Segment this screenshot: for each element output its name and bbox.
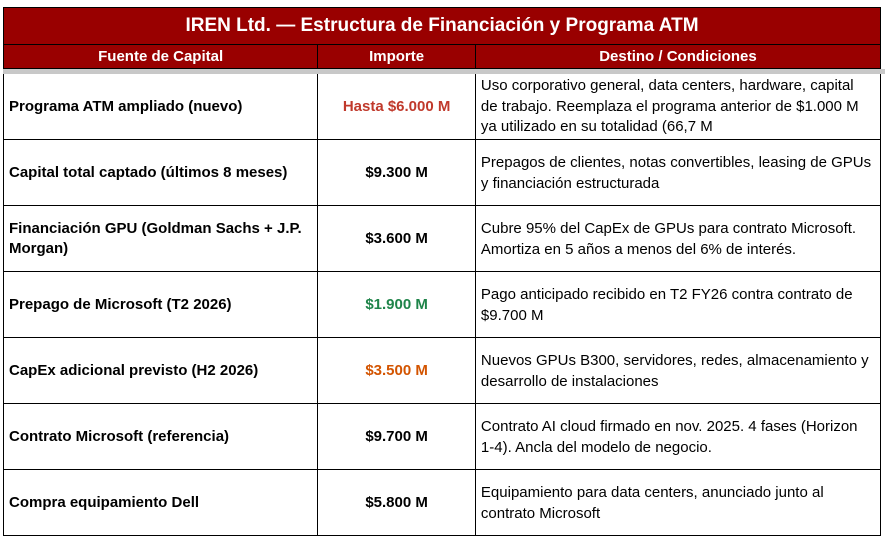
amount-cell: $5.800 M: [318, 470, 476, 535]
source-cell: Programa ATM ampliado (nuevo): [4, 74, 319, 139]
amount-cell: $9.300 M: [318, 140, 476, 205]
source-cell: Contrato Microsoft (referencia): [4, 404, 319, 469]
column-header-source: Fuente de Capital: [4, 45, 319, 68]
table-row: Compra equipamiento Dell $5.800 M Equipa…: [3, 470, 881, 536]
destination-cell: Nuevos GPUs B300, servidores, redes, alm…: [480, 352, 869, 390]
amount-cell: $1.900 M: [318, 272, 476, 337]
column-header-row: Fuente de Capital Importe Destino / Cond…: [3, 44, 881, 69]
table-row: Programa ATM ampliado (nuevo) Hasta $6.0…: [3, 74, 881, 140]
table-row: Capital total captado (últimos 8 meses) …: [3, 140, 881, 206]
destination-cell: Uso corporativo general, data centers, h…: [480, 77, 859, 135]
source-cell: Prepago de Microsoft (T2 2026): [4, 272, 319, 337]
table-row: Financiación GPU (Goldman Sachs + J.P. M…: [3, 206, 881, 272]
source-cell: Compra equipamiento Dell: [4, 470, 319, 535]
amount-cell: Hasta $6.000 M: [318, 74, 476, 139]
table-title: IREN Ltd. — Estructura de Financiación y…: [3, 7, 881, 44]
header-divider: [3, 69, 885, 74]
table-row: Contrato Microsoft (referencia) $9.700 M…: [3, 404, 881, 470]
destination-cell: Cubre 95% del CapEx de GPUs para contrat…: [480, 220, 857, 258]
source-cell: Capital total captado (últimos 8 meses): [4, 140, 319, 205]
source-cell: Financiación GPU (Goldman Sachs + J.P. M…: [4, 206, 319, 271]
table-row: Prepago de Microsoft (T2 2026) $1.900 M …: [3, 272, 881, 338]
financing-table: IREN Ltd. — Estructura de Financiación y…: [3, 7, 885, 536]
destination-cell: Prepagos de clientes, notas convertibles…: [480, 154, 872, 192]
column-header-amount: Importe: [318, 45, 476, 68]
table-row: CapEx adicional previsto (H2 2026) $3.50…: [3, 338, 881, 404]
column-header-destination: Destino / Condiciones: [599, 48, 757, 65]
source-cell: CapEx adicional previsto (H2 2026): [4, 338, 319, 403]
amount-cell: $3.500 M: [318, 338, 476, 403]
destination-cell: Contrato AI cloud firmado en nov. 2025. …: [480, 418, 858, 456]
destination-cell: Equipamiento para data centers, anunciad…: [480, 484, 824, 522]
destination-cell: Pago anticipado recibido en T2 FY26 cont…: [480, 286, 853, 324]
amount-cell: $9.700 M: [318, 404, 476, 469]
amount-cell: $3.600 M: [318, 206, 476, 271]
